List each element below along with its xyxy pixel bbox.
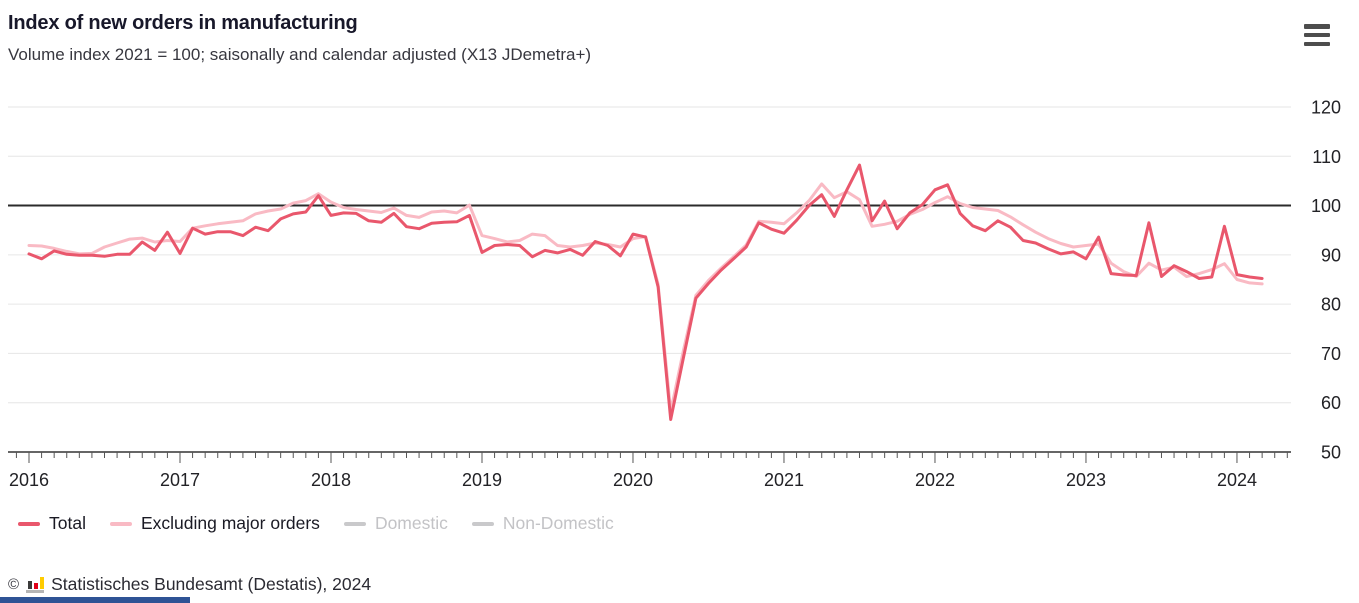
legend-item-excluding-major-orders[interactable]: Excluding major orders — [109, 513, 320, 534]
legend-label: Domestic — [374, 513, 448, 533]
line-chart: 120 110 100 90 80 70 60 50 2016 2017 2018 2019 2020 2… — [8, 97, 1341, 490]
legend-dash-icon — [18, 521, 40, 526]
bottom-accent-bar — [0, 597, 190, 603]
chart-header: Index of new orders in manufacturing Vol… — [8, 12, 591, 65]
legend-dash-icon — [109, 521, 132, 526]
x-axis-year-label: 2024 — [1217, 470, 1257, 490]
hamburger-menu-icon[interactable] — [1303, 23, 1333, 47]
series-line-total — [27, 163, 1264, 421]
destatis-logo-icon — [26, 577, 45, 593]
x-axis-year-label: 2022 — [915, 470, 955, 490]
x-axis-year-label: 2018 — [311, 470, 351, 490]
x-axis-year-label: 2017 — [160, 470, 200, 490]
menu-bar — [1304, 24, 1330, 29]
legend-item-total[interactable]: Total — [18, 513, 86, 534]
x-axis-year-label: 2021 — [764, 470, 804, 490]
y-axis-tick-label: 110 — [1312, 147, 1341, 167]
page-title: Index of new orders in manufacturing — [8, 12, 358, 34]
copyright-symbol: © — [8, 576, 20, 593]
legend-dash-icon — [343, 521, 366, 526]
legend-item-non-domestic[interactable]: Non-Domestic — [471, 513, 614, 534]
y-axis-tick-label: 90 — [1321, 245, 1341, 265]
legend-label: Excluding major orders — [140, 513, 320, 533]
y-axis-tick-label: 80 — [1321, 295, 1341, 315]
x-axis-year-label: 2016 — [9, 470, 49, 490]
chart-subtitle: Volume index 2021 = 100; saisonally and … — [8, 45, 592, 64]
source-attribution: © Statistisches Bundesamt (Destatis), 20… — [8, 574, 371, 595]
legend-dash-icon — [471, 521, 494, 526]
legend-item-domestic[interactable]: Domestic — [343, 513, 448, 534]
legend-label: Non-Domestic — [502, 513, 614, 533]
legend-label: Total — [49, 513, 86, 533]
menu-bar — [1304, 32, 1330, 38]
x-axis-year-label: 2020 — [613, 470, 653, 490]
source-text: Statistisches Bundesamt (Destatis), 2024 — [51, 574, 372, 594]
y-axis-tick-label: 50 — [1321, 443, 1341, 463]
x-axis-year-label: 2023 — [1066, 470, 1106, 490]
series-line-excluding-major-orders — [27, 182, 1264, 414]
y-axis-tick-label: 70 — [1321, 344, 1341, 364]
menu-bar — [1304, 41, 1330, 46]
x-axis-year-label: 2019 — [462, 470, 502, 490]
y-axis-tick-label: 120 — [1311, 97, 1341, 117]
chart-legend: Total Excluding major orders Domestic Non-D… — [18, 513, 614, 534]
y-axis-tick-label: 100 — [1311, 196, 1341, 216]
y-axis-tick-label: 60 — [1321, 393, 1341, 413]
